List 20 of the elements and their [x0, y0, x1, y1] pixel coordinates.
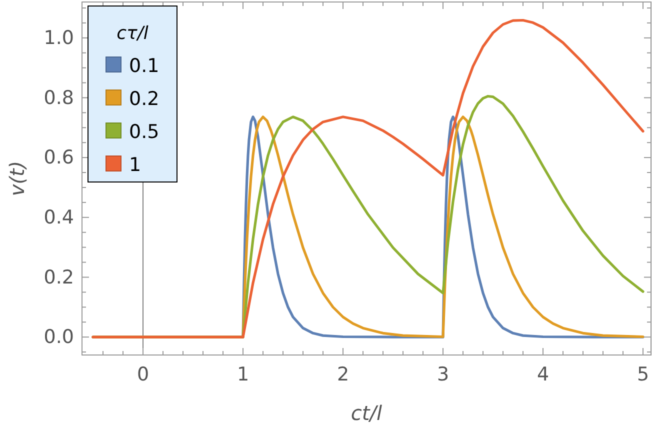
y-tick-label: 0.8: [44, 86, 74, 109]
x-tick-label: 1: [236, 363, 250, 386]
legend-label: 1: [129, 154, 142, 176]
legend-label: 0.2: [129, 88, 160, 110]
x-tick-label: 2: [336, 363, 350, 386]
x-tick-label: 4: [536, 363, 550, 386]
y-tick-label: 0.4: [44, 206, 74, 228]
line-series: [92, 18, 644, 338]
y-tick-label: 1.0: [44, 26, 74, 49]
legend-title: cτ/l: [116, 23, 148, 44]
legend-label: 0.5: [129, 121, 160, 143]
x-tick-label: 5: [636, 363, 650, 386]
legend-label: 0.1: [129, 55, 160, 77]
y-tick-label: 0.6: [44, 146, 74, 169]
y-tick-label: 0.2: [44, 266, 74, 288]
y-tick-label: 0.0: [44, 326, 74, 348]
x-axis-title: ct/l: [350, 401, 383, 425]
y-axis-title: v(t): [5, 160, 29, 196]
x-tick-label: 3: [436, 363, 450, 386]
x-tick-label: 0: [136, 363, 150, 386]
